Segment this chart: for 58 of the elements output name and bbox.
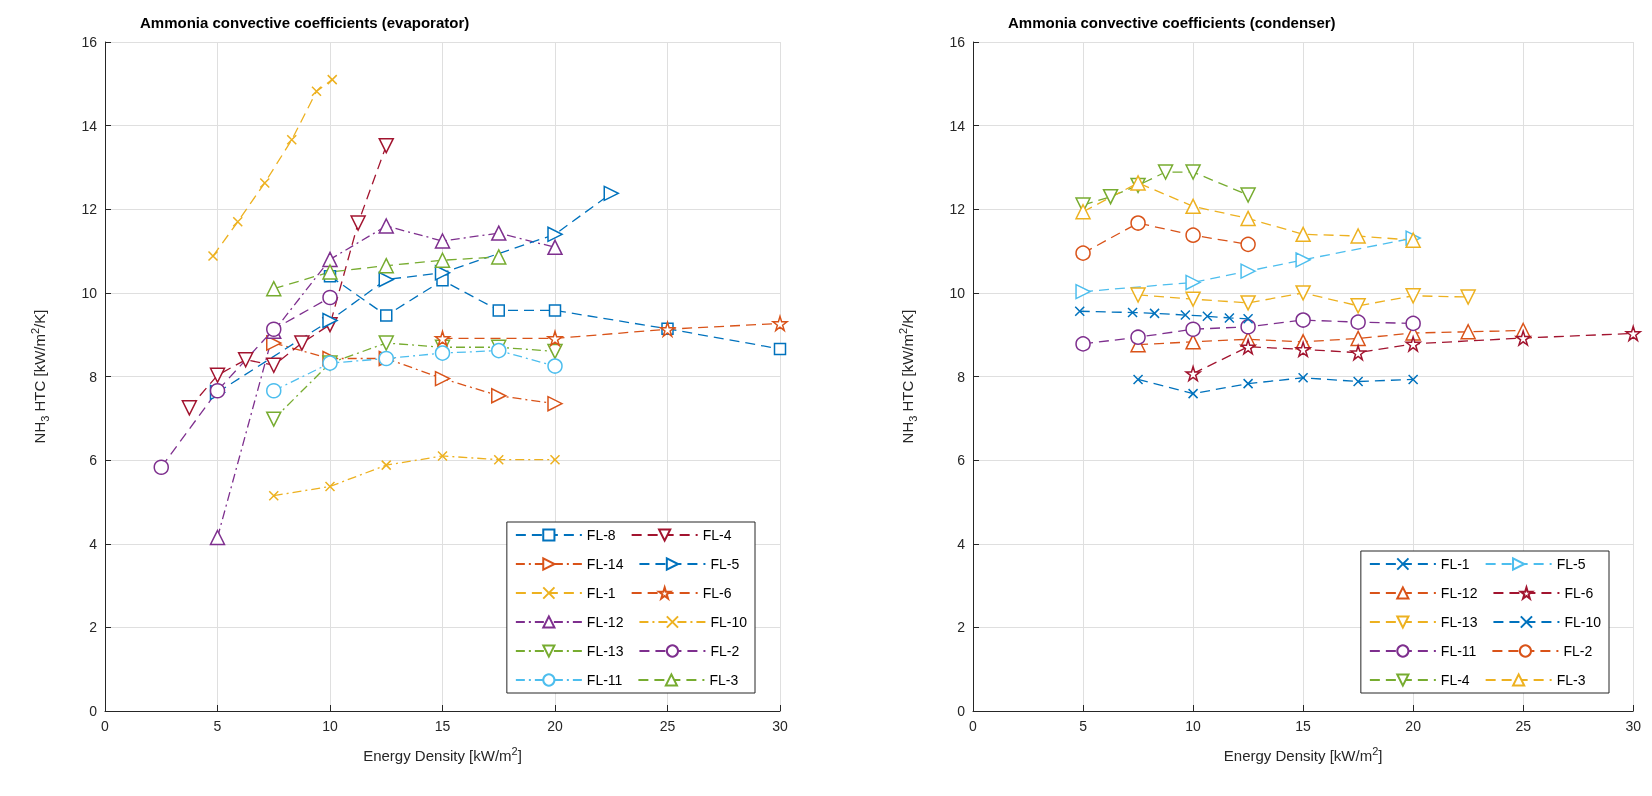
y-tick-label: 12 <box>949 201 966 218</box>
y-tick-label: 8 <box>89 368 98 385</box>
x-tick-label: 5 <box>213 718 222 734</box>
y-tick-label: 10 <box>949 284 966 301</box>
y-tick-label: 16 <box>949 34 966 50</box>
legend-label: FL-12 <box>1440 585 1478 601</box>
y-tick-label: 12 <box>81 201 98 218</box>
y-tick-label: 2 <box>89 619 98 636</box>
x-tick-label: 30 <box>1625 718 1642 734</box>
y-axis-title: NH3 HTC [kW/m2/K] <box>28 309 51 444</box>
x-tick-label: 20 <box>547 718 563 734</box>
legend-label: FL-10 <box>1564 614 1602 630</box>
y-tick-label: 0 <box>89 703 98 719</box>
legend-label: FL-11 <box>586 672 623 688</box>
y-axis-title: NH3 HTC [kW/m2/K] <box>896 309 919 444</box>
legend-label: FL-2 <box>1563 643 1593 659</box>
y-tick-label: 16 <box>81 34 98 50</box>
y-tick-label: 2 <box>957 619 966 636</box>
x-tick-label: 0 <box>969 718 978 734</box>
legend-label: FL-6 <box>702 585 732 601</box>
y-tick-label: 14 <box>81 117 98 134</box>
y-tick-label: 0 <box>957 703 966 719</box>
legend-label: FL-6 <box>1564 585 1594 601</box>
legend-label: FL-12 <box>586 614 624 630</box>
legend-label: FL-4 <box>1440 672 1470 688</box>
legend-label: FL-2 <box>710 643 740 659</box>
legend-label: FL-5 <box>1556 556 1586 572</box>
y-tick-label: 4 <box>89 535 98 552</box>
x-tick-label: 15 <box>1295 718 1312 734</box>
x-tick-label: 20 <box>1405 718 1422 734</box>
y-tick-label: 8 <box>957 368 966 385</box>
x-tick-label: 10 <box>1185 718 1202 734</box>
legend-label: FL-8 <box>586 527 616 543</box>
legend-label: FL-5 <box>710 556 740 572</box>
chart-title: Ammonia convective coefficients (condenser) <box>1008 14 1336 31</box>
x-tick-label: 5 <box>1079 718 1088 734</box>
y-tick-label: 14 <box>949 117 966 134</box>
x-tick-label: 30 <box>772 718 788 734</box>
y-tick-label: 4 <box>957 535 966 552</box>
legend-label: FL-3 <box>709 672 739 688</box>
legend-label: FL-13 <box>1440 614 1478 630</box>
y-tick-label: 6 <box>957 452 966 469</box>
x-tick-label: 25 <box>659 718 676 734</box>
legend-label: FL-10 <box>710 614 748 630</box>
legend-label: FL-4 <box>702 527 732 543</box>
x-tick-label: 10 <box>322 718 338 734</box>
chart-title: Ammonia convective coefficients (evaporator) <box>140 14 470 31</box>
y-tick-label: 6 <box>89 452 98 469</box>
legend-label: FL-1 <box>1440 556 1470 572</box>
x-tick-label: 25 <box>1515 718 1532 734</box>
legend-label: FL-14 <box>586 556 624 572</box>
legend-label: FL-3 <box>1556 672 1586 688</box>
x-tick-label: 15 <box>434 718 451 734</box>
legend-label: FL-13 <box>586 643 624 659</box>
x-tick-label: 0 <box>101 718 110 734</box>
y-tick-label: 10 <box>81 284 98 301</box>
legend-label: FL-1 <box>586 585 616 601</box>
legend-label: FL-11 <box>1440 643 1477 659</box>
